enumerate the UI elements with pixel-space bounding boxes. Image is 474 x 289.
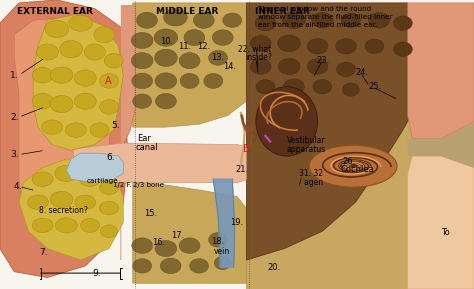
Polygon shape [19, 159, 123, 260]
Ellipse shape [336, 38, 356, 54]
Text: / agen: / agen [299, 177, 323, 187]
Ellipse shape [179, 238, 200, 253]
Polygon shape [33, 14, 123, 150]
Ellipse shape [184, 29, 205, 46]
Ellipse shape [50, 191, 73, 208]
Ellipse shape [100, 74, 118, 88]
Ellipse shape [393, 16, 412, 30]
Text: vein: vein [214, 247, 230, 256]
Text: 24.: 24. [356, 68, 369, 77]
Ellipse shape [42, 120, 63, 134]
Polygon shape [408, 156, 474, 289]
Ellipse shape [100, 201, 118, 215]
Ellipse shape [50, 67, 73, 83]
Text: Cochlea: Cochlea [340, 164, 374, 174]
Text: 14.: 14. [223, 62, 236, 71]
Ellipse shape [209, 50, 228, 65]
Ellipse shape [133, 94, 152, 108]
Ellipse shape [393, 42, 412, 56]
Ellipse shape [309, 145, 397, 187]
Text: EXTERNAL EAR: EXTERNAL EAR [17, 7, 92, 16]
Text: MIDDLE EAR: MIDDLE EAR [156, 7, 219, 16]
Text: 20.: 20. [268, 263, 281, 272]
Ellipse shape [312, 12, 333, 28]
Ellipse shape [223, 13, 242, 27]
Ellipse shape [74, 70, 96, 86]
Ellipse shape [132, 238, 153, 253]
Text: cartilage: cartilage [86, 178, 118, 184]
Ellipse shape [283, 12, 305, 29]
Ellipse shape [60, 40, 82, 58]
Text: 2/3 bone: 2/3 bone [133, 182, 164, 188]
Ellipse shape [132, 73, 153, 89]
Ellipse shape [307, 38, 328, 54]
Ellipse shape [212, 30, 233, 45]
Ellipse shape [55, 165, 78, 181]
Ellipse shape [55, 218, 77, 233]
Text: 1/2 F.: 1/2 F. [113, 182, 131, 188]
Text: 26.: 26. [342, 157, 356, 166]
Text: 1.: 1. [10, 71, 19, 80]
Ellipse shape [131, 32, 153, 49]
Ellipse shape [69, 15, 92, 31]
Text: 16.: 16. [152, 238, 165, 247]
Text: A: A [105, 76, 112, 86]
Polygon shape [246, 3, 427, 260]
Text: 11.: 11. [178, 42, 191, 51]
Ellipse shape [337, 62, 356, 77]
Polygon shape [121, 6, 135, 260]
Ellipse shape [32, 67, 53, 83]
Ellipse shape [32, 172, 53, 186]
Polygon shape [408, 121, 474, 168]
Ellipse shape [160, 258, 181, 274]
Ellipse shape [179, 53, 200, 69]
Polygon shape [0, 0, 128, 277]
Ellipse shape [84, 44, 105, 60]
Ellipse shape [104, 53, 123, 68]
Ellipse shape [283, 79, 304, 95]
Text: To: To [441, 228, 449, 237]
Ellipse shape [155, 73, 177, 89]
Ellipse shape [255, 15, 276, 31]
Text: 10.: 10. [160, 37, 173, 47]
Ellipse shape [193, 12, 214, 28]
Ellipse shape [180, 73, 199, 88]
Text: 19.: 19. [230, 218, 244, 227]
Text: 7.: 7. [39, 248, 47, 257]
Ellipse shape [94, 27, 115, 43]
Ellipse shape [133, 259, 152, 273]
Text: Vestibular: Vestibular [287, 136, 325, 145]
Text: 21.: 21. [236, 164, 249, 174]
Ellipse shape [100, 181, 118, 194]
Text: 12.: 12. [197, 42, 210, 51]
Ellipse shape [81, 218, 100, 232]
Text: 25.: 25. [368, 82, 382, 91]
Text: 9.: 9. [92, 268, 101, 278]
Ellipse shape [100, 225, 118, 238]
Polygon shape [66, 153, 123, 182]
Ellipse shape [32, 93, 53, 109]
Ellipse shape [313, 79, 332, 94]
Text: canal: canal [136, 143, 158, 152]
Polygon shape [408, 3, 474, 139]
Ellipse shape [27, 195, 48, 210]
Text: 4.: 4. [13, 182, 22, 191]
Ellipse shape [65, 123, 86, 137]
Text: 22. what: 22. what [238, 45, 272, 54]
Polygon shape [246, 3, 474, 289]
Text: 13.: 13. [211, 53, 224, 62]
Text: 2.: 2. [10, 112, 19, 122]
Ellipse shape [365, 39, 384, 53]
Ellipse shape [90, 123, 109, 137]
Ellipse shape [209, 233, 228, 247]
Ellipse shape [32, 218, 53, 233]
Ellipse shape [155, 240, 177, 257]
Ellipse shape [369, 12, 390, 28]
Ellipse shape [75, 195, 96, 210]
Text: Ear: Ear [137, 134, 151, 143]
Ellipse shape [137, 12, 157, 28]
Ellipse shape [278, 58, 300, 75]
Ellipse shape [80, 172, 100, 186]
Ellipse shape [155, 93, 176, 109]
